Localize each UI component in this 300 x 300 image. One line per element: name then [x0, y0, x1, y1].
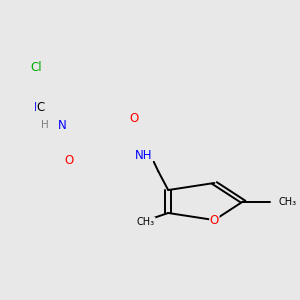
Text: CH₃: CH₃	[278, 196, 296, 206]
Text: N: N	[34, 101, 43, 114]
Text: NH: NH	[135, 149, 152, 162]
Text: H: H	[41, 121, 49, 130]
Text: CH₃: CH₃	[137, 218, 155, 227]
Text: O: O	[210, 214, 219, 226]
Text: N: N	[58, 119, 66, 132]
Text: Cl: Cl	[30, 61, 41, 74]
Text: O: O	[64, 154, 74, 167]
Text: C: C	[37, 101, 45, 114]
Text: O: O	[129, 112, 138, 125]
